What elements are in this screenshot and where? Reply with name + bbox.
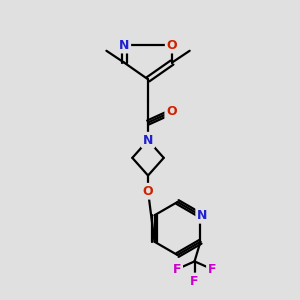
Text: N: N [119, 39, 129, 52]
Text: O: O [166, 105, 177, 118]
Text: N: N [197, 209, 208, 222]
Text: F: F [190, 274, 199, 287]
Text: O: O [167, 39, 177, 52]
Text: F: F [172, 263, 181, 276]
Text: O: O [143, 185, 153, 198]
Text: F: F [208, 263, 217, 276]
Text: N: N [143, 134, 153, 147]
